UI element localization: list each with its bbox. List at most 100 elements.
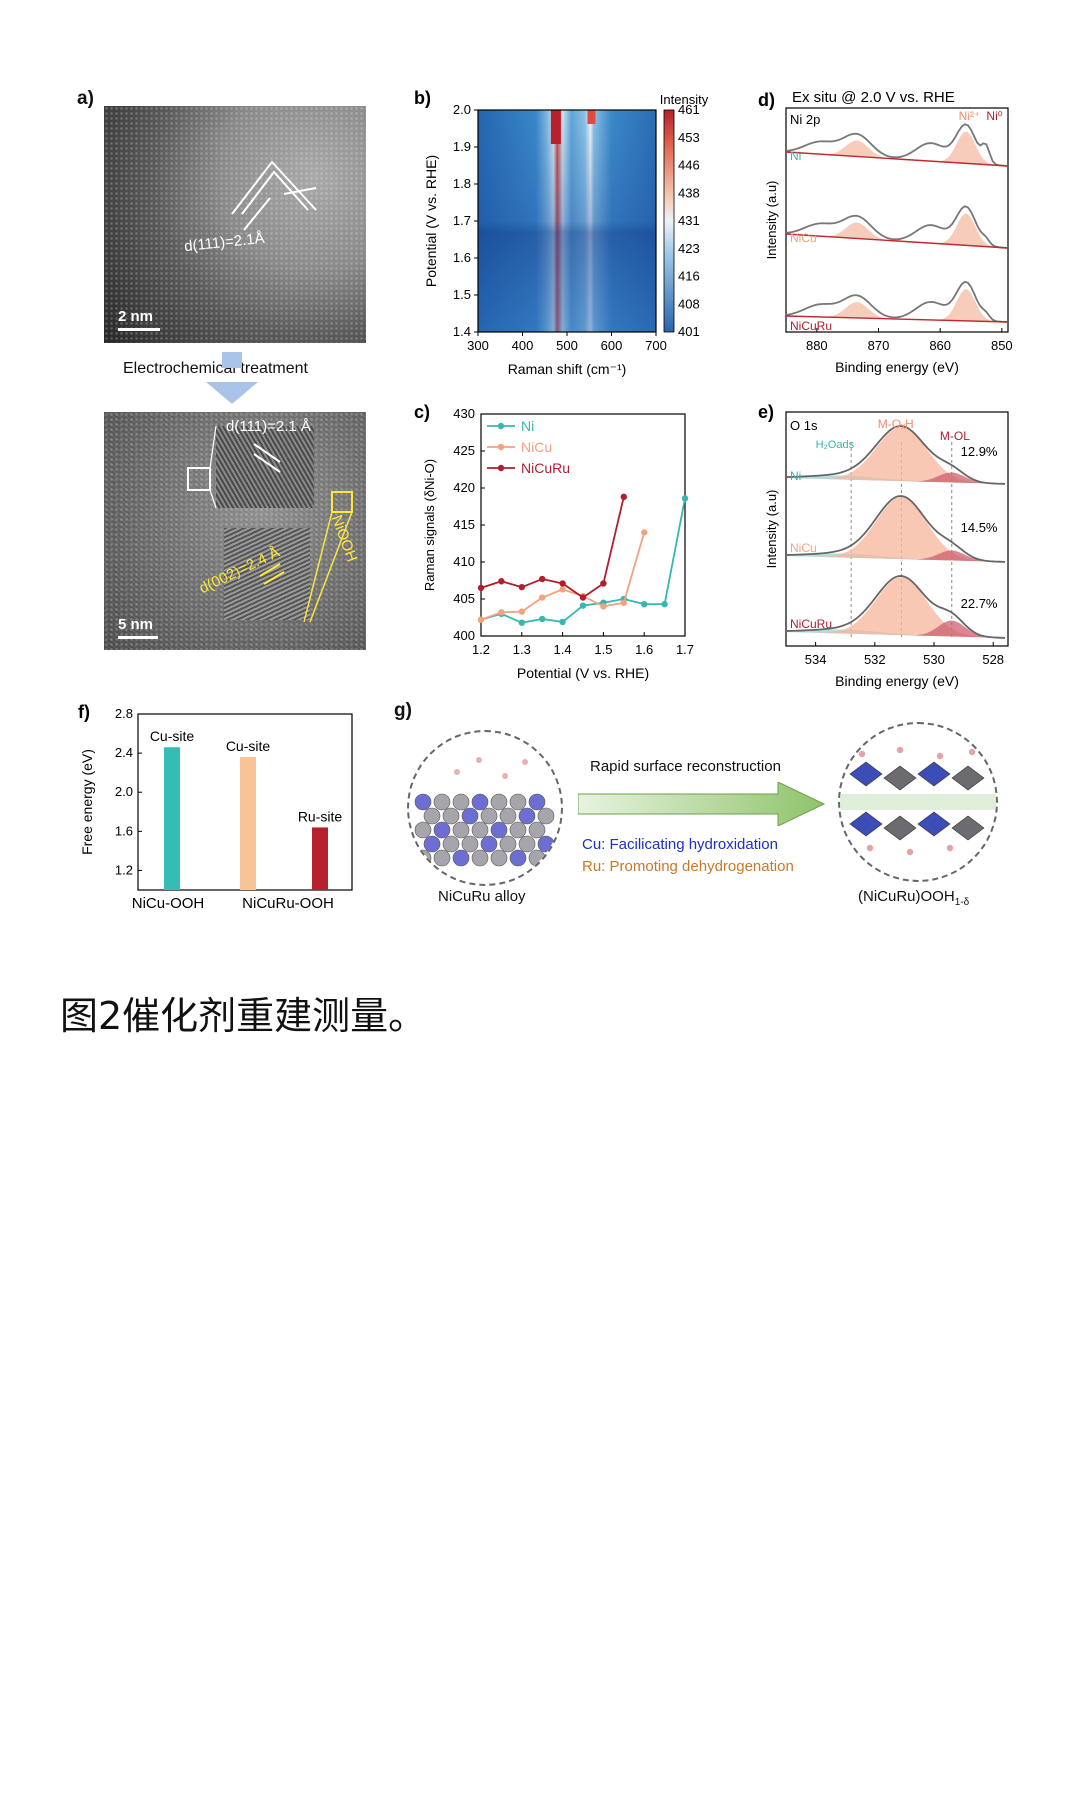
x-tick-label: 1.6 [635,642,653,657]
heatmap-peak-hotspot-2 [587,110,596,124]
percentage-label: 14.5% [961,520,998,535]
x-axis-label: Potential (V vs. RHE) [517,665,649,681]
data-point-NiCuRu [620,493,627,501]
region-label: Ni 2p [790,112,820,127]
x-axis-label: Binding energy (eV) [835,359,959,375]
spectrum-NiCu [785,205,1009,249]
hydrogen-atom [866,844,874,852]
x-tick-label: 530 [923,652,945,667]
atom [414,821,432,839]
series-label: NiCu [790,541,817,555]
spectrum-Ni [785,425,1006,485]
bar-label: Cu-site [150,728,195,744]
x-tick-label: 1.7 [676,642,694,657]
octahedron [849,761,883,787]
data-point-NiCuRu [579,594,587,601]
data-point-NiCu [539,594,546,601]
y-axis-label: Intensity (a.u) [764,490,779,569]
octahedron [883,765,917,791]
atom [499,835,517,853]
octahedron [951,765,985,791]
colorbar-tick-label: 461 [678,102,700,117]
series-line-NiCu [480,532,646,621]
annotation: Ni²⁺ [959,109,981,123]
legend-label: Ni [521,418,534,434]
data-point-NiCuRu [600,580,607,587]
data-point-Ni [559,618,566,626]
panel-e-xps-o1s: e) O 1s 534 532 530 528 Binding energy (eV) Int… [758,402,1009,689]
y-tick-label: 2.8 [115,706,133,721]
data-point-NiCuRu [498,578,505,585]
x-tick-label: 870 [868,338,890,353]
colorbar-tick-label: 453 [678,130,700,145]
x-tick-label: 400 [512,338,534,353]
y-tick-label: 405 [453,591,475,606]
atom [528,849,546,867]
data-point-NiCuRu [477,584,485,592]
annotation: M-OₓH [878,417,914,431]
bar-Ru-site [312,827,328,890]
legend-label: NiCuRu [521,460,570,476]
tem-image-top: d(111)=2.1Å 2 nm [104,106,366,343]
atom [518,807,536,825]
data-point-NiCu [518,608,525,615]
panel-a-label: a) [77,88,94,109]
panel-b-heatmap: b) 300 400 500 600 700 1.4 1.5 1.6 1.7 1.8 1.9 2.0 Ra… [414,88,709,377]
top-scale-label: 2 nm [118,308,154,325]
data-point-NiCu [600,603,607,610]
top-scale-bar [118,328,160,331]
bar-Cu-site [164,747,180,890]
atom [480,807,498,825]
colorbar-tick-label: 431 [678,213,700,228]
hydrogen-atom [968,748,976,756]
series-label: NiCuRu [790,617,832,631]
bottom-scale-bar [118,636,158,639]
y-axis-label: Raman signals (δNi-O) [422,459,437,591]
annotation: H₂Oads [816,439,855,451]
colorbar-tick-label: 408 [678,296,700,311]
legend-marker [497,443,505,451]
data-point-NiCu [559,586,566,593]
octahedron [883,815,917,841]
data-point-NiCu [641,529,648,536]
colorbar-tick-label: 446 [678,158,700,173]
data-point-NiCuRu [518,583,525,591]
x-axis-label: Raman shift (cm⁻¹) [508,361,627,377]
legend-marker [497,422,505,430]
oxyhydroxide-structure-icon [838,722,998,882]
panel-d-label: d) [758,90,775,110]
colorbar [663,109,675,333]
alloy-label: NiCuRu alloy [438,888,526,905]
oxyhydroxide-label-main: (NiCuRu)OOH [858,888,955,905]
atom [433,821,451,839]
reconstruction-label: Rapid surface reconstruction [590,758,781,775]
x-tick-label: 532 [864,652,886,667]
x-tick-label: 1.5 [594,642,612,657]
octahedron [917,761,951,787]
hydrogen-atom [936,752,944,760]
atom [537,835,555,853]
x-tick-label: 600 [601,338,623,353]
group-label: NiCuRu-OOH [242,895,334,912]
atom [423,835,441,853]
legend-label: NiCu [521,439,552,455]
panel-c-label: c) [414,402,430,422]
bar-label: Cu-site [226,738,271,754]
atom [433,849,451,867]
percentage-label: 12.9% [961,444,998,459]
y-tick-label: 1.5 [453,287,471,302]
plot-frame [785,107,1009,333]
octahedron [951,815,985,841]
series-line-NiCuRu [480,496,625,599]
atom [471,821,489,839]
spectrum-Ni [785,123,1009,167]
panel-f-label: f) [78,702,90,722]
data-point-Ni [539,615,546,623]
bottom-lattice-label-111: d(111)=2.1 Å [226,418,311,435]
treatment-arrow-icon [206,382,258,404]
colorbar-tick-label: 401 [678,324,700,339]
percentage-label: 22.7% [961,596,998,611]
mol-peak-area [786,550,1008,562]
atom [528,821,546,839]
series-label: Ni [790,149,801,163]
